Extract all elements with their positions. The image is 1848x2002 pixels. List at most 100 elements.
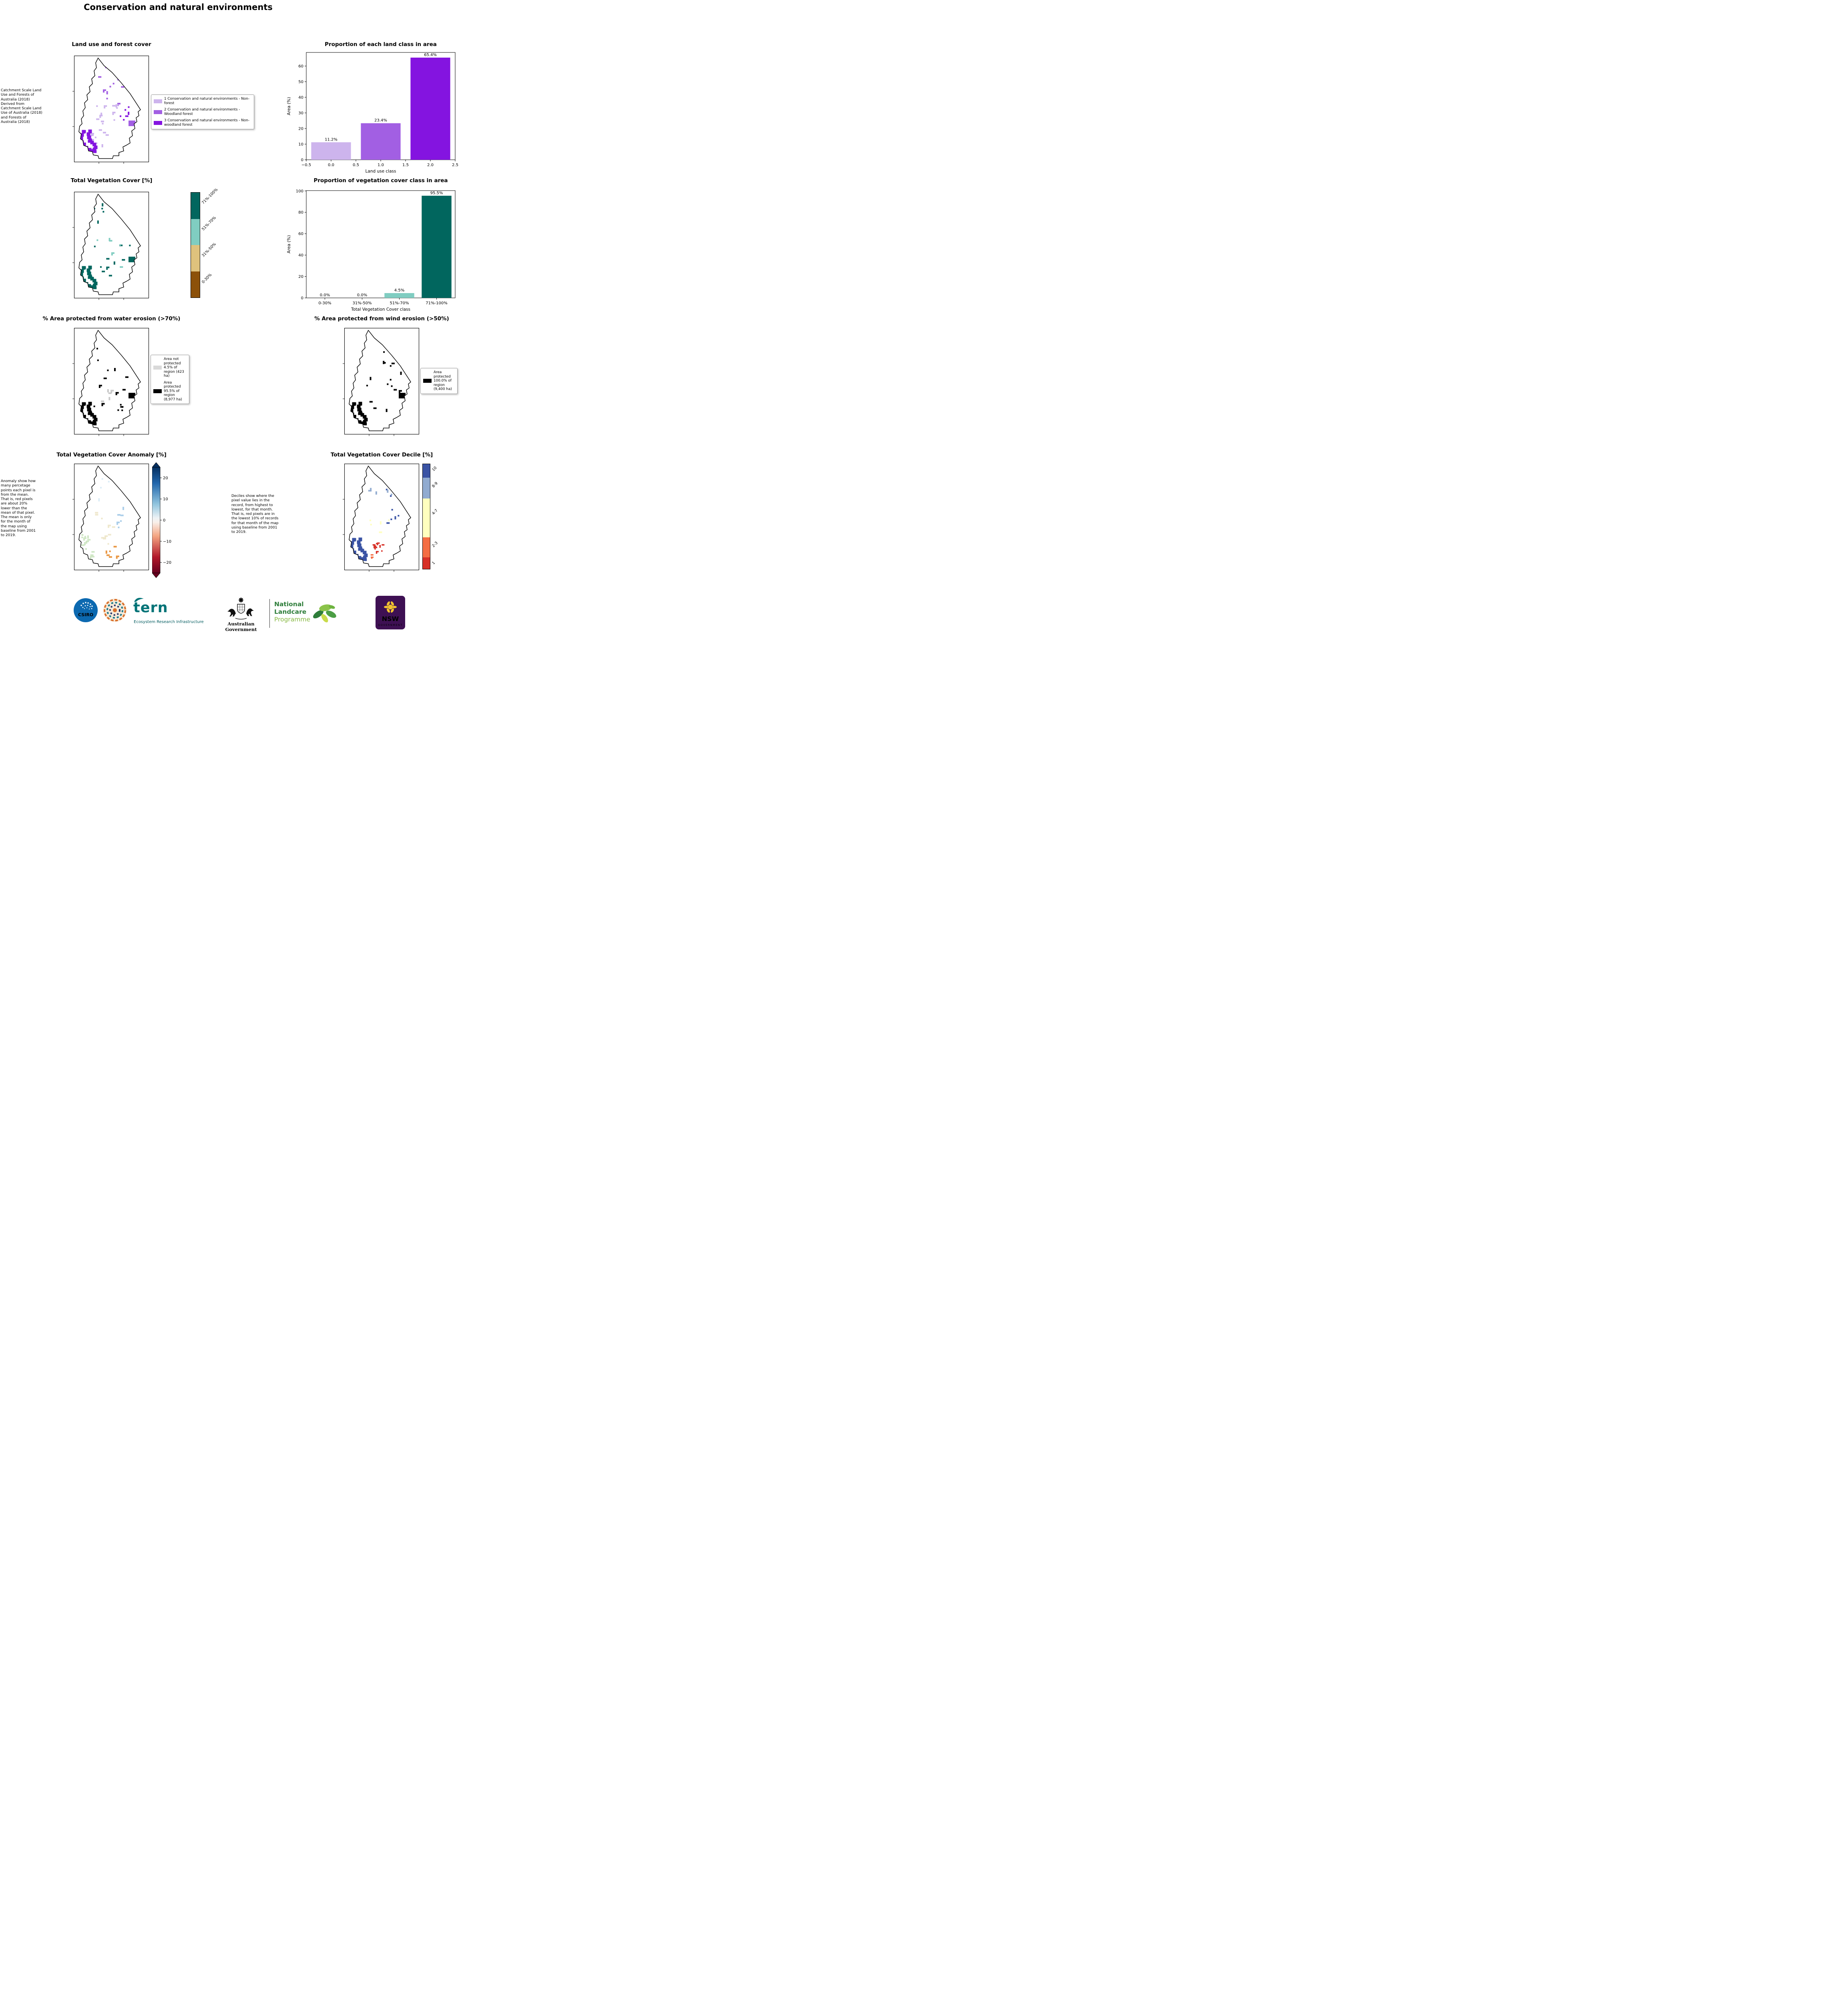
catchment-outline [349, 465, 411, 567]
map-frame [74, 191, 149, 299]
landclass-chart-title: Proportion of each land class in area [325, 41, 437, 48]
colorbar-label: 51%-70% [201, 215, 217, 232]
crest-shield [237, 604, 245, 614]
colorbar-label: 10 [431, 466, 438, 472]
tern-bird-icon [134, 598, 144, 602]
landuse-map [72, 55, 149, 164]
catchment-boundary [349, 330, 411, 431]
csiro-logo: CSIRO [74, 598, 98, 622]
x-axis-label: Land use class [366, 169, 396, 174]
colorbar-segment [423, 557, 430, 569]
x-tick-label: 0.5 [353, 163, 359, 167]
x-tick-label: 1.5 [402, 163, 409, 167]
vegclass-bar-chart: 0 20 40 60 80 100 0-30% 31%-50% 51%-70% 71%-100% 0… [287, 189, 456, 312]
wind-erosion-map [343, 328, 420, 436]
y-axis-label: Area (%) [287, 235, 291, 253]
x-tick-label: 51%-70% [390, 301, 409, 306]
colorbar-segment [423, 464, 430, 478]
bar [422, 195, 452, 298]
anomaly-map-title: Total Vegetation Cover Anomaly [%] [56, 452, 167, 458]
legend-label: 3 Conservation and natural environments … [164, 119, 250, 127]
bar-value-label: 0.0% [320, 293, 330, 297]
crest-emu [246, 608, 254, 616]
catchment-boundary [78, 57, 141, 159]
landcare-line-2: Landcare [274, 608, 307, 615]
legend-swatch [423, 379, 432, 383]
vegcover-colorbar [191, 192, 200, 298]
crest-kangaroo [227, 609, 236, 617]
decile-colorbar [422, 464, 430, 569]
x-tick-label: 2.0 [427, 163, 434, 167]
bar [384, 293, 414, 298]
catchment-boundary [78, 330, 141, 431]
bar-value-label: 65.4% [424, 53, 437, 57]
map-frame [74, 55, 149, 163]
bar-value-label: 23.4% [374, 119, 387, 123]
x-tick-label: −0.5 [301, 163, 311, 167]
nsw-government-label: GOVERNMENT [378, 623, 403, 627]
y-tick-label: 60 [298, 232, 303, 236]
anomaly-explainer-note: Anomaly show how many percetage points e… [1, 479, 36, 537]
nsw-government-logo: NSW GOVERNMENT [376, 596, 405, 629]
colorbar-label: 71%-100% [201, 187, 219, 205]
x-axis-label: Total Vegetation Cover class [351, 307, 410, 312]
colorbar-label: 1 [431, 561, 436, 566]
page-title: Conservation and natural environments [84, 2, 273, 12]
y-tick-label: 20 [298, 275, 303, 279]
colorbar-segment [423, 537, 430, 558]
water-erosion-map [72, 328, 149, 436]
map-pixels [79, 338, 135, 428]
water-erosion-legend: Area not protected 4.5% of region (423 h… [151, 355, 189, 404]
legend-label: Area not protected 4.5% of region (423 h… [164, 357, 184, 378]
colorbar-label: 0-30% [201, 273, 213, 285]
map-frame [344, 463, 420, 571]
y-tick-label: 50 [298, 80, 303, 84]
x-tick-label: 0.0 [328, 163, 334, 167]
legend-swatch [154, 121, 162, 125]
decile-explainer-note: Deciles show where the pixel value lies … [231, 494, 279, 534]
crest-scroll [235, 618, 247, 620]
csiro-disc [74, 598, 98, 622]
anomaly-map [72, 463, 149, 572]
report-canvas: Conservation and natural environments La… [0, 0, 462, 633]
x-tick-label: 31%-50% [352, 301, 372, 306]
legend-entry: Area protected 95.5% of region (8,977 ha… [153, 381, 187, 402]
colorbar-tick-label: 0 [163, 519, 165, 523]
x-tick-label: 71%-100% [426, 301, 447, 306]
anomaly-colorbar: 20 10 0 −10 −20 [152, 462, 171, 578]
plot-frame [306, 190, 456, 298]
colorbar-segment [191, 245, 200, 271]
colorbar-arrow-bottom [152, 573, 161, 578]
catchment-boundary [78, 193, 141, 295]
legend-label: Area protected 100.0% of region (9,400 h… [434, 370, 452, 392]
legend-entry: 1 Conservation and natural environments … [154, 97, 251, 105]
y-tick-label: 0 [301, 158, 303, 163]
map-frame [344, 328, 420, 435]
landclass-bar-chart: 0 10 20 30 40 50 60 −0.5 0.0 0.5 1.0 1.5 2.0 2.5 11.2%… [287, 52, 458, 174]
vegcover-map [72, 191, 149, 300]
y-tick-label: 20 [298, 127, 303, 131]
colorbar-segment [423, 498, 430, 538]
colorbar-tick-label: −10 [163, 539, 171, 544]
csiro-wordmark: CSIRO [78, 612, 93, 617]
colorbar-segment [191, 193, 200, 219]
catchment-outline [78, 193, 141, 295]
csiro-dot-pattern [80, 602, 93, 610]
legend-swatch [154, 110, 162, 114]
landcare-wordmark: National Landcare Programme [274, 601, 310, 623]
catchment-outline [78, 465, 141, 567]
landuse-source-note: Catchment Scale Land Use and Forests of … [1, 88, 42, 124]
y-tick-label: 40 [298, 253, 303, 258]
crest-star [238, 597, 244, 603]
colorbar-segment [191, 271, 200, 297]
legend-label: 2 Conservation and natural environments … [164, 108, 240, 116]
tern-tagline: Ecosystem Research Infrastructure [134, 620, 204, 624]
y-tick-label: 40 [298, 95, 303, 100]
colorbar-tick-label: 20 [163, 476, 168, 480]
tern-wordmark: tern [133, 600, 168, 616]
colorbar-gradient [152, 467, 161, 573]
catchment-boundary [349, 465, 411, 567]
indigenous-artwork-icon [103, 599, 127, 622]
bar [410, 57, 450, 160]
x-tick-label: 1.0 [378, 163, 384, 167]
